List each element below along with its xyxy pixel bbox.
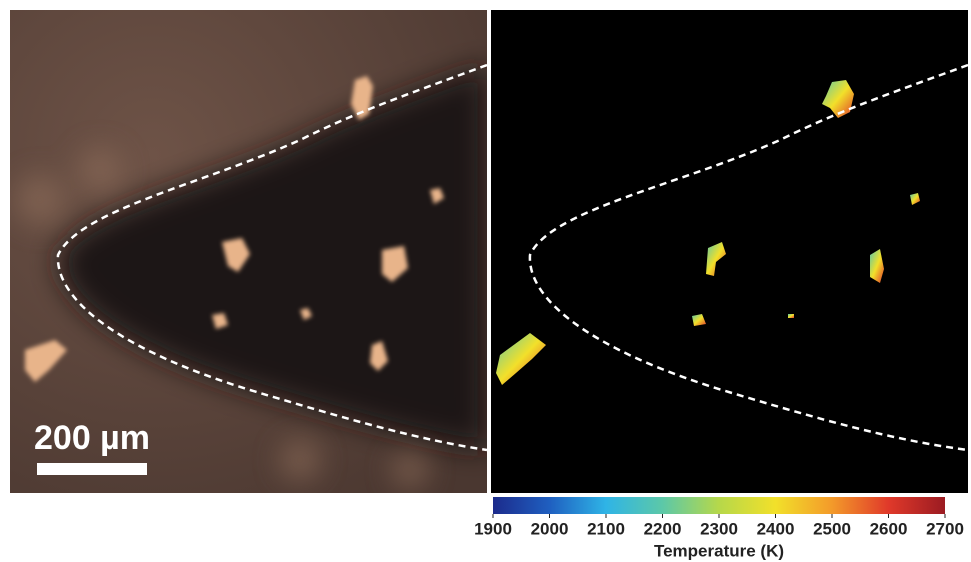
colorbar-tick-label: 2700: [926, 519, 964, 538]
temperature-map: [491, 10, 968, 493]
colorbar-tick-label: 2600: [870, 519, 908, 538]
colorbar-tick-label: 2100: [587, 519, 625, 538]
colorbar: Temperature (K) 1900 2000 2100 2200 2300 2400…: [474, 497, 964, 560]
colorbar-tick-label: 2500: [813, 519, 851, 538]
colorbar-tick-label: 2400: [757, 519, 795, 538]
scale-bar-label: 200 µm: [34, 419, 150, 457]
colorbar-label: Temperature (K): [654, 541, 784, 560]
figure: 200 µm Temperature (K) 1900 2000 2100 2200 2…: [0, 0, 971, 562]
colorbar-tick-label: 1900: [474, 519, 512, 538]
optical-image: 200 µm: [10, 10, 487, 493]
scale-bar: [37, 463, 147, 475]
colorbar-tick-label: 2000: [531, 519, 569, 538]
colorbar-scale: [493, 497, 945, 514]
colorbar-tick-label: 2300: [700, 519, 738, 538]
colorbar-tick-label: 2200: [644, 519, 682, 538]
